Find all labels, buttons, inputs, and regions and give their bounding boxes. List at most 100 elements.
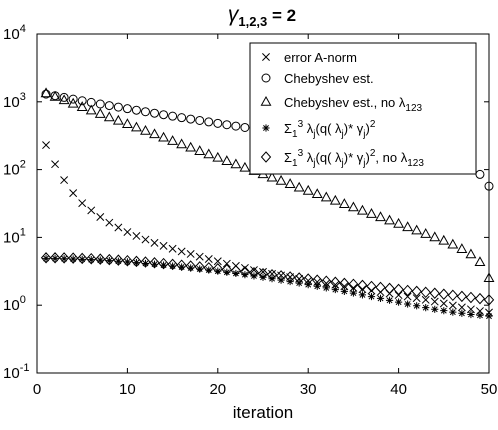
point-error_a_norm-21-shape: [222, 259, 231, 268]
y-tick-base-2: 10: [3, 162, 20, 179]
point-error_a_norm-21: [222, 259, 231, 268]
point-error_a_norm-25-shape: [259, 267, 267, 276]
point-error_a_norm-19-shape: [204, 255, 213, 263]
point-chebyshev_est_no_lambda123-37: [366, 208, 377, 218]
point-chebyshev_est-21-shape: [222, 120, 232, 130]
point-sum_lambda_q_gamma_sq_no_lambda123-47: [456, 290, 468, 303]
legend-label-4-part-3: 3: [298, 119, 304, 130]
point-sum_lambda_q_gamma_sq-35: [349, 289, 357, 297]
point-chebyshev_est-21: [222, 120, 232, 130]
point-chebyshev_est-12-shape: [140, 107, 150, 117]
point-error_a_norm-9-shape: [114, 223, 123, 232]
point-chebyshev_est-17: [186, 114, 196, 124]
point-sum_lambda_q_gamma_sq-37-shape: [367, 292, 376, 301]
point-chebyshev_est_no_lambda123-35: [347, 201, 359, 212]
point-error_a_norm-7: [96, 213, 105, 221]
point-error_a_norm-47-shape: [457, 303, 466, 312]
point-chebyshev_est_no_lambda123-40: [393, 217, 405, 228]
legend-marker-3-shape: [260, 95, 272, 106]
point-chebyshev_est_no_lambda123-21: [221, 155, 233, 166]
point-error_a_norm-7-shape: [96, 213, 105, 221]
point-chebyshev_est_no_lambda123-42-shape: [411, 224, 423, 235]
legend-label-4-part-4: λ: [303, 121, 314, 136]
point-error_a_norm-18-shape: [195, 252, 204, 261]
point-chebyshev_est_no_lambda123-46-shape: [447, 238, 459, 249]
point-sum_lambda_q_gamma_sq-38: [376, 294, 385, 302]
point-error_a_norm-2: [51, 160, 60, 169]
y-tick-label-0: 100: [3, 294, 26, 314]
point-chebyshev_est_no_lambda123-30-shape: [302, 184, 314, 195]
point-chebyshev_est_no_lambda123-11-shape: [130, 121, 142, 132]
chart-title-rest: = 2: [267, 6, 296, 25]
legend-label-2: Chebyshev est.: [284, 71, 374, 86]
point-sum_lambda_q_gamma_sq-26-shape: [268, 275, 276, 283]
point-sum_lambda_q_gamma_sq-21-shape: [223, 268, 231, 276]
point-sum_lambda_q_gamma_sq_no_lambda123-49-shape: [474, 292, 486, 305]
point-sum_lambda_q_gamma_sq-32-shape: [322, 284, 330, 292]
point-sum_lambda_q_gamma_sq-5-shape: [78, 255, 86, 263]
point-sum_lambda_q_gamma_sq-21: [223, 268, 231, 276]
y-tick-exp-0: 0: [20, 294, 26, 306]
point-chebyshev_est-23: [240, 122, 250, 132]
point-chebyshev_est_no_lambda123-9-shape: [112, 114, 124, 125]
legend-label-4-part-7: j: [341, 129, 344, 140]
point-sum_lambda_q_gamma_sq-16: [178, 263, 186, 271]
point-sum_lambda_q_gamma_sq_no_lambda123-30-shape: [303, 273, 314, 285]
point-sum_lambda_q_gamma_sq-7: [96, 256, 104, 264]
legend-label-4-part-1: Σ: [284, 121, 292, 136]
point-error_a_norm-10: [123, 228, 132, 236]
point-chebyshev_est_no_lambda123-12-shape: [140, 124, 151, 135]
legend-label-4-part-6: (q( λ: [316, 121, 343, 136]
point-chebyshev_est-20-shape: [213, 118, 223, 128]
point-sum_lambda_q_gamma_sq-36-shape: [358, 291, 367, 299]
legend-label-5-part-6: (q( λ: [316, 150, 343, 165]
point-sum_lambda_q_gamma_sq-45: [440, 307, 448, 315]
point-sum_lambda_q_gamma_sq_no_lambda123-23-shape: [239, 265, 251, 278]
point-sum_lambda_q_gamma_sq-39-shape: [385, 296, 394, 304]
legend-label-5-part-1: Σ: [284, 150, 292, 165]
point-chebyshev_est_no_lambda123-23-shape: [239, 161, 251, 172]
point-sum_lambda_q_gamma_sq-26: [268, 275, 276, 283]
point-error_a_norm-12: [141, 235, 150, 244]
y-tick-label--1: 10-1: [3, 362, 29, 382]
point-sum_lambda_q_gamma_sq-46: [449, 308, 457, 316]
point-sum_lambda_q_gamma_sq_no_lambda123-42-shape: [411, 285, 422, 298]
point-error_a_norm-46: [448, 301, 457, 310]
point-chebyshev_est-15-shape: [168, 111, 178, 121]
point-sum_lambda_q_gamma_sq_no_lambda123-15-shape: [167, 258, 178, 271]
point-error_a_norm-8: [105, 218, 114, 227]
legend-marker-3: [260, 95, 272, 106]
point-sum_lambda_q_gamma_sq_no_lambda123-27: [275, 270, 287, 282]
point-error_a_norm-30-shape: [304, 276, 313, 285]
point-chebyshev_est_no_lambda123-21-shape: [221, 155, 233, 166]
legend-marker-5-shape: [260, 151, 272, 163]
legend-label-4-part-9: j: [362, 129, 365, 140]
point-chebyshev_est-7-shape: [95, 99, 105, 109]
point-sum_lambda_q_gamma_sq_no_lambda123-19-shape: [203, 262, 214, 274]
point-sum_lambda_q_gamma_sq-11-shape: [132, 258, 141, 267]
point-sum_lambda_q_gamma_sq_no_lambda123-9: [113, 254, 124, 266]
point-sum_lambda_q_gamma_sq_no_lambda123-29-shape: [293, 272, 305, 284]
legend-label-3-part-2: 123: [405, 103, 422, 114]
y-tick-exp--1: -1: [20, 362, 30, 374]
y-tick-label-3: 103: [3, 91, 26, 111]
point-sum_lambda_q_gamma_sq_no_lambda123-11: [131, 255, 142, 268]
point-sum_lambda_q_gamma_sq-32: [322, 284, 330, 292]
point-sum_lambda_q_gamma_sq-11: [132, 258, 141, 267]
point-sum_lambda_q_gamma_sq_no_lambda123-32: [321, 275, 332, 287]
point-chebyshev_est_no_lambda123-1-shape: [40, 87, 52, 98]
point-chebyshev_est_no_lambda123-49-shape: [474, 256, 486, 267]
point-sum_lambda_q_gamma_sq-19: [205, 266, 213, 274]
point-sum_lambda_q_gamma_sq-4-shape: [69, 255, 77, 263]
point-chebyshev_est_no_lambda123-43-shape: [420, 228, 432, 238]
point-sum_lambda_q_gamma_sq-18: [196, 265, 204, 273]
point-error_a_norm-16: [177, 247, 186, 256]
point-sum_lambda_q_gamma_sq_no_lambda123-38: [375, 281, 386, 294]
point-sum_lambda_q_gamma_sq_no_lambda123-38-shape: [375, 281, 386, 294]
point-sum_lambda_q_gamma_sq-23: [241, 271, 249, 279]
point-chebyshev_est_no_lambda123-47-shape: [456, 243, 468, 253]
point-chebyshev_est_no_lambda123-3-shape: [58, 94, 70, 105]
y-tick-label-4: 104: [3, 23, 26, 43]
point-error_a_norm-23-shape: [240, 263, 249, 272]
